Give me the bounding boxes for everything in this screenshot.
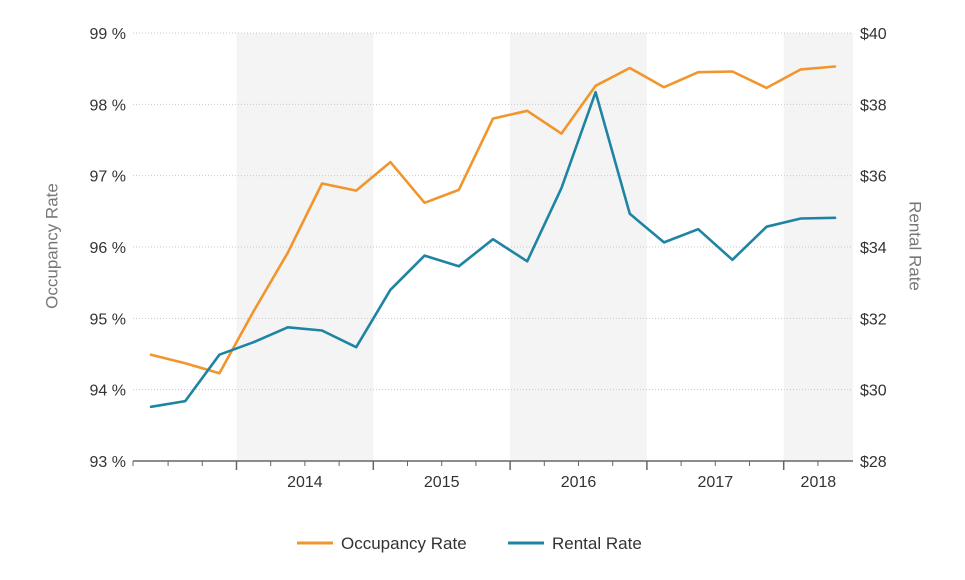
x-tick-label: 2014 <box>287 474 323 491</box>
legend-label-rental: Rental Rate <box>552 534 642 553</box>
y-axis-left: 93 % 94 % 95 % 96 % 97 % 98 % 99 % <box>90 26 126 471</box>
series-line-occupancy-rate <box>149 65 837 375</box>
y-right-tick-label: $28 <box>860 454 887 471</box>
y-left-tick-label: 99 % <box>90 26 126 43</box>
y-right-tick-label: $34 <box>860 240 887 257</box>
y-right-tick-label: $30 <box>860 383 887 400</box>
y-left-tick-label: 98 % <box>90 97 126 114</box>
y-left-tick-label: 97 % <box>90 169 126 186</box>
x-axis: 2014 2015 2016 2017 2018 <box>132 460 853 491</box>
y-left-tick-label: 93 % <box>90 454 126 471</box>
x-tick-label: 2018 <box>801 474 837 491</box>
y-left-tick-label: 94 % <box>90 383 126 400</box>
legend: Occupancy Rate Rental Rate <box>297 534 642 553</box>
y-right-tick-label: $38 <box>860 97 887 114</box>
legend-item-occupancy[interactable]: Occupancy Rate <box>297 534 467 553</box>
y-left-tick-label: 96 % <box>90 240 126 257</box>
y-axis-left-title: Occupancy Rate <box>43 183 62 309</box>
y-right-tick-label: $36 <box>860 169 887 186</box>
legend-item-rental[interactable]: Rental Rate <box>508 534 642 553</box>
y-right-tick-label: $32 <box>860 311 887 328</box>
y-left-tick-label: 95 % <box>90 311 126 328</box>
x-tick-label: 2016 <box>561 474 597 491</box>
y-axis-right-title: Rental Rate <box>906 201 925 291</box>
x-tick-label: 2015 <box>424 474 460 491</box>
y-axis-right: $28 $30 $32 $34 $36 $38 $40 <box>860 26 887 471</box>
series-line-rental-rate <box>149 90 837 409</box>
legend-label-occupancy: Occupancy Rate <box>341 534 467 553</box>
year-band-2018 <box>783 33 853 461</box>
y-right-tick-label: $40 <box>860 26 887 43</box>
gridlines <box>133 32 853 391</box>
year-band-2016 <box>510 33 647 461</box>
series-lines <box>149 65 837 409</box>
x-tick-label: 2017 <box>698 474 734 491</box>
